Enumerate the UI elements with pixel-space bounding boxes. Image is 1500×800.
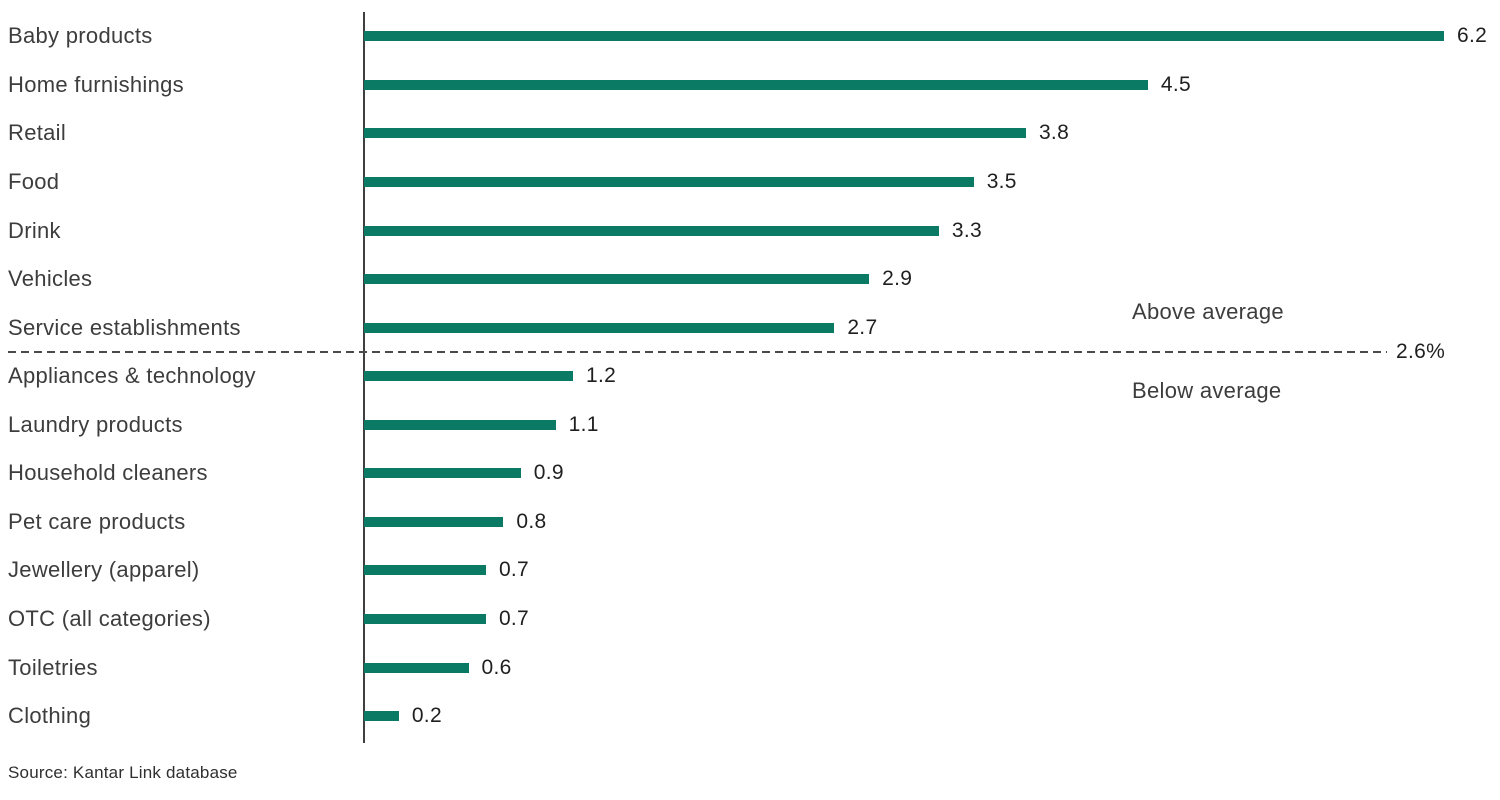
bar [364,225,939,236]
table-row: Service establishments 2.7 [0,303,1500,352]
table-row: Food 3.5 [0,158,1500,207]
bar [364,31,1445,42]
bar [364,79,1148,90]
value-label: 2.9 [882,267,913,291]
category-label: Drink [8,217,61,243]
table-row: Laundry products 1.1 [0,401,1500,450]
bar [364,274,870,285]
category-label: Household cleaners [8,460,208,486]
table-row: Household cleaners 0.9 [0,449,1500,498]
table-row: Clothing 0.2 [0,692,1500,741]
annotation-above-average: Above average [1132,299,1284,324]
table-row: Home furnishings 4.5 [0,61,1500,110]
category-label: Clothing [8,703,92,729]
category-label: Vehicles [8,266,93,292]
value-label: 0.9 [533,461,564,485]
reference-value-label: 2.6% [1396,339,1446,363]
category-label: Service establishments [8,314,241,340]
value-label: 2.7 [847,315,878,339]
value-label: 0.7 [498,558,530,582]
bar [364,419,556,430]
category-label: Food [8,168,60,194]
category-label: Pet care products [8,508,186,534]
table-row: Appliances & technology 1.2 [0,352,1500,401]
value-label: 3.8 [1038,121,1070,145]
value-label: 0.2 [411,704,442,728]
bar [364,662,469,673]
bar [364,176,974,187]
bar [364,322,835,333]
value-label: 0.7 [498,607,530,631]
bar [364,711,399,722]
table-row: OTC (all categories) 0.7 [0,595,1500,644]
annotation-below-average: Below average [1132,378,1282,403]
source-note: Source: Kantar Link database [8,763,238,782]
category-label: Jewellery (apparel) [8,557,200,583]
table-row: Retail 3.8 [0,109,1500,158]
table-row: Toiletries 0.6 [0,643,1500,692]
table-row: Baby products 6.2 [0,12,1500,61]
bar [364,516,504,527]
value-label: 1.1 [568,412,599,436]
bar [364,614,486,625]
value-label: 4.5 [1160,72,1191,96]
category-label: Baby products [8,23,153,49]
category-label: OTC (all categories) [8,606,211,632]
bar [364,128,1026,139]
bar [364,468,521,479]
category-label: Retail [8,120,67,146]
value-label: 3.5 [986,169,1017,193]
table-row: Jewellery (apparel) 0.7 [0,546,1500,595]
bar-rows: Baby products 6.2 Home furnishings 4.5 Retai… [0,12,1500,740]
category-label: Appliances & technology [8,363,256,389]
bar [364,565,486,576]
table-row: Vehicles 2.9 [0,255,1500,304]
value-label: 1.2 [586,364,617,388]
category-label: Laundry products [8,411,183,437]
value-label: 6.2 [1457,24,1488,48]
average-divider-line [8,350,1387,353]
value-label: 0.6 [481,655,512,679]
y-axis-line [363,12,365,743]
value-label: 3.3 [951,218,982,242]
category-label: Toiletries [8,654,98,680]
category-label: Home furnishings [8,71,184,97]
bar [364,371,574,382]
table-row: Pet care products 0.8 [0,498,1500,547]
value-label: 0.8 [516,509,547,533]
table-row: Drink 3.3 [0,206,1500,255]
